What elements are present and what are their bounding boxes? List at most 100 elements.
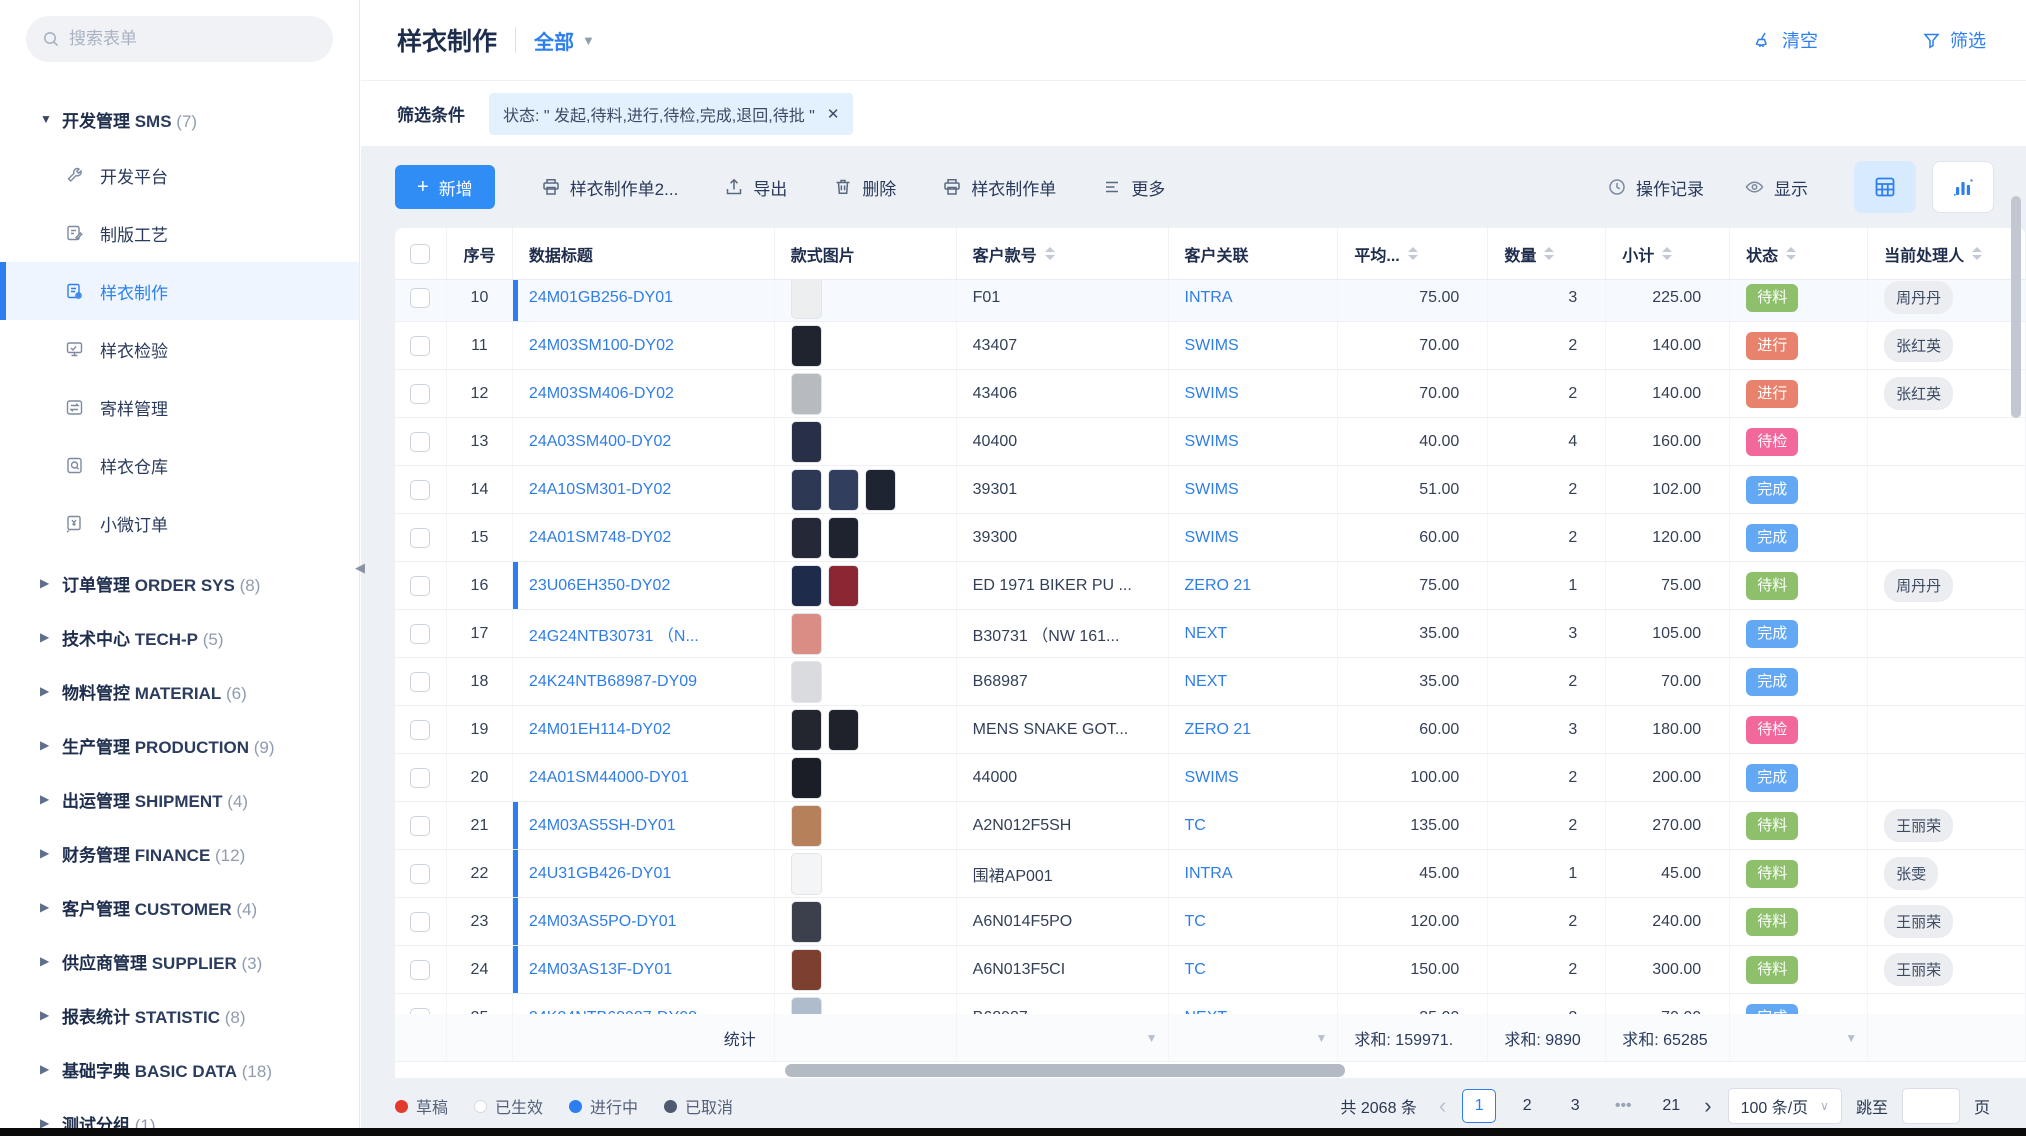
record-title-link[interactable]: 24A10SM301-DY02 xyxy=(528,480,672,498)
garment-thumbnail[interactable] xyxy=(827,468,859,511)
clear-button[interactable]: 清空 xyxy=(1754,27,1818,53)
garment-thumbnail[interactable] xyxy=(790,948,822,991)
record-title-link[interactable]: 24M03AS13F-DY01 xyxy=(528,960,673,978)
customer-link[interactable]: INTRA xyxy=(1184,864,1233,882)
customer-link[interactable]: TC xyxy=(1184,912,1206,930)
sidebar-group-collapsed-6[interactable]: ▶ 财务管理 FINANCE (12) xyxy=(0,826,359,880)
customer-link[interactable]: NEXT xyxy=(1184,624,1228,642)
garment-thumbnail[interactable] xyxy=(790,468,822,511)
add-button[interactable]: + 新增 xyxy=(395,165,495,209)
row-checkbox[interactable] xyxy=(410,959,431,980)
customer-link[interactable]: SWIMS xyxy=(1184,336,1239,354)
search-input[interactable] xyxy=(69,29,317,49)
record-title-link[interactable]: 24K24NTB68987-DY09 xyxy=(528,672,698,690)
customer-link[interactable]: INTRA xyxy=(1184,288,1233,306)
garment-thumbnail[interactable] xyxy=(790,372,822,415)
sidebar-collapse-handle[interactable]: ◀ xyxy=(355,560,365,575)
record-title-link[interactable]: 24M03AS5PO-DY01 xyxy=(528,912,677,930)
garment-thumbnail[interactable] xyxy=(790,996,822,1014)
column-header-avg[interactable]: 平均... xyxy=(1338,228,1489,279)
jump-to-input[interactable] xyxy=(1901,1088,1960,1124)
filter-button[interactable]: 筛选 xyxy=(1922,27,1986,53)
record-title-link[interactable]: 23U06EH350-DY02 xyxy=(528,576,671,594)
sidebar-group-collapsed-7[interactable]: ▶ 客户管理 CUSTOMER (4) xyxy=(0,880,359,934)
sidebar-item-4[interactable]: 样衣检验 xyxy=(0,320,359,378)
sidebar-item-1[interactable]: 开发平台 xyxy=(0,146,359,204)
customer-link[interactable]: TC xyxy=(1184,816,1206,834)
row-checkbox[interactable] xyxy=(410,863,431,884)
sidebar-group-collapsed-9[interactable]: ▶ 报表统计 STATISTIC (8) xyxy=(0,988,359,1042)
record-title-link[interactable]: 24M01GB256-DY01 xyxy=(528,288,674,306)
column-header-status[interactable]: 状态 xyxy=(1730,228,1869,279)
column-header-subtotal[interactable]: 小计 xyxy=(1606,228,1731,279)
row-checkbox[interactable] xyxy=(410,335,431,356)
record-title-link[interactable]: 24A03SM400-DY02 xyxy=(528,432,672,450)
record-title-link[interactable]: 24M03SM100-DY02 xyxy=(528,336,674,354)
toolbar-button-5[interactable]: 更多 xyxy=(1102,175,1165,200)
toolbar-button-2[interactable]: 导出 xyxy=(724,175,787,200)
pagination-page-3[interactable]: 3 xyxy=(1570,1097,1580,1114)
sidebar-group-collapsed-2[interactable]: ▶ 技术中心 TECH-P (5) xyxy=(0,610,359,664)
sort-icon[interactable] xyxy=(1407,247,1418,260)
row-checkbox[interactable] xyxy=(410,575,431,596)
row-checkbox[interactable] xyxy=(410,479,431,500)
row-checkbox[interactable] xyxy=(410,527,431,548)
sort-icon[interactable] xyxy=(1044,247,1055,260)
chart-view-toggle[interactable] xyxy=(1932,161,1994,213)
sort-icon[interactable] xyxy=(1544,247,1555,260)
sidebar-group-collapsed-3[interactable]: ▶ 物料管控 MATERIAL (6) xyxy=(0,664,359,718)
garment-thumbnail[interactable] xyxy=(790,756,822,799)
pagination-page-21[interactable]: 21 xyxy=(1662,1097,1681,1114)
sidebar-group-collapsed-5[interactable]: ▶ 出运管理 SHIPMENT (4) xyxy=(0,772,359,826)
record-title-link[interactable]: 24M03SM406-DY02 xyxy=(528,384,674,402)
sort-icon[interactable] xyxy=(1662,247,1673,260)
table-view-toggle[interactable] xyxy=(1854,161,1916,213)
select-all-checkbox[interactable] xyxy=(410,243,431,264)
close-icon[interactable]: ✕ xyxy=(826,105,840,123)
record-title-link[interactable]: 24A01SM44000-DY01 xyxy=(528,768,690,786)
sidebar-group-collapsed-1[interactable]: ▶ 订单管理 ORDER SYS (8) xyxy=(0,556,359,610)
toolbar-button-3[interactable]: 删除 xyxy=(833,175,896,200)
record-title-link[interactable]: 24G24NTB30731 （N... xyxy=(528,627,699,645)
column-header-handler[interactable]: 当前处理人 xyxy=(1868,228,2026,279)
vertical-scrollbar-thumb[interactable] xyxy=(2011,196,2021,418)
row-checkbox[interactable] xyxy=(410,767,431,788)
filter-chip-status[interactable]: 状态: " 发起,待料,进行,待检,完成,退回,待批 " ✕ xyxy=(489,92,854,135)
garment-thumbnail[interactable] xyxy=(827,708,859,751)
garment-thumbnail[interactable] xyxy=(864,468,896,511)
toolbar-right-button-2[interactable]: 显示 xyxy=(1744,175,1808,200)
garment-thumbnail[interactable] xyxy=(790,708,822,751)
toolbar-button-4[interactable]: 样衣制作单 xyxy=(942,175,1056,200)
search-box[interactable] xyxy=(26,16,333,62)
customer-link[interactable]: NEXT xyxy=(1184,672,1228,690)
page-size-select[interactable]: 100 条/页 ∨ xyxy=(1727,1088,1842,1124)
column-header-styleno[interactable]: 客户款号 xyxy=(957,228,1169,279)
row-checkbox[interactable] xyxy=(410,623,431,644)
garment-thumbnail[interactable] xyxy=(827,564,859,607)
garment-thumbnail[interactable] xyxy=(790,280,822,319)
garment-thumbnail[interactable] xyxy=(790,324,822,367)
sidebar-group-sms[interactable]: ▼ 开发管理 SMS (7) xyxy=(0,92,359,146)
row-checkbox[interactable] xyxy=(410,671,431,692)
sidebar-group-collapsed-10[interactable]: ▶ 基础字典 BASIC DATA (18) xyxy=(0,1042,359,1096)
sidebar-item-2[interactable]: 制版工艺 xyxy=(0,204,359,262)
row-checkbox[interactable] xyxy=(410,911,431,932)
customer-link[interactable]: SWIMS xyxy=(1184,432,1239,450)
sidebar-item-7[interactable]: 小微订单 xyxy=(0,494,359,552)
sort-icon[interactable] xyxy=(1786,247,1797,260)
record-title-link[interactable]: 24A01SM748-DY02 xyxy=(528,528,672,546)
toolbar-right-button-1[interactable]: 操作记录 xyxy=(1607,175,1704,200)
pagination-next[interactable]: › xyxy=(1704,1093,1712,1118)
pagination-page-2[interactable]: 2 xyxy=(1522,1097,1532,1114)
sort-icon[interactable] xyxy=(1972,247,1983,260)
record-title-link[interactable]: 24M03AS5SH-DY01 xyxy=(528,816,676,834)
sidebar-item-6[interactable]: 样衣仓库 xyxy=(0,436,359,494)
row-checkbox[interactable] xyxy=(410,815,431,836)
pagination-page-1[interactable]: 1 xyxy=(1462,1089,1497,1123)
garment-thumbnail[interactable] xyxy=(827,516,859,559)
sidebar-item-3[interactable]: 样衣制作 xyxy=(0,262,359,320)
toolbar-button-1[interactable]: 样衣制作单2... xyxy=(541,175,678,200)
garment-thumbnail[interactable] xyxy=(790,612,822,655)
horizontal-scrollbar-thumb[interactable] xyxy=(785,1064,1345,1077)
record-title-link[interactable]: 24M01EH114-DY02 xyxy=(528,720,671,738)
